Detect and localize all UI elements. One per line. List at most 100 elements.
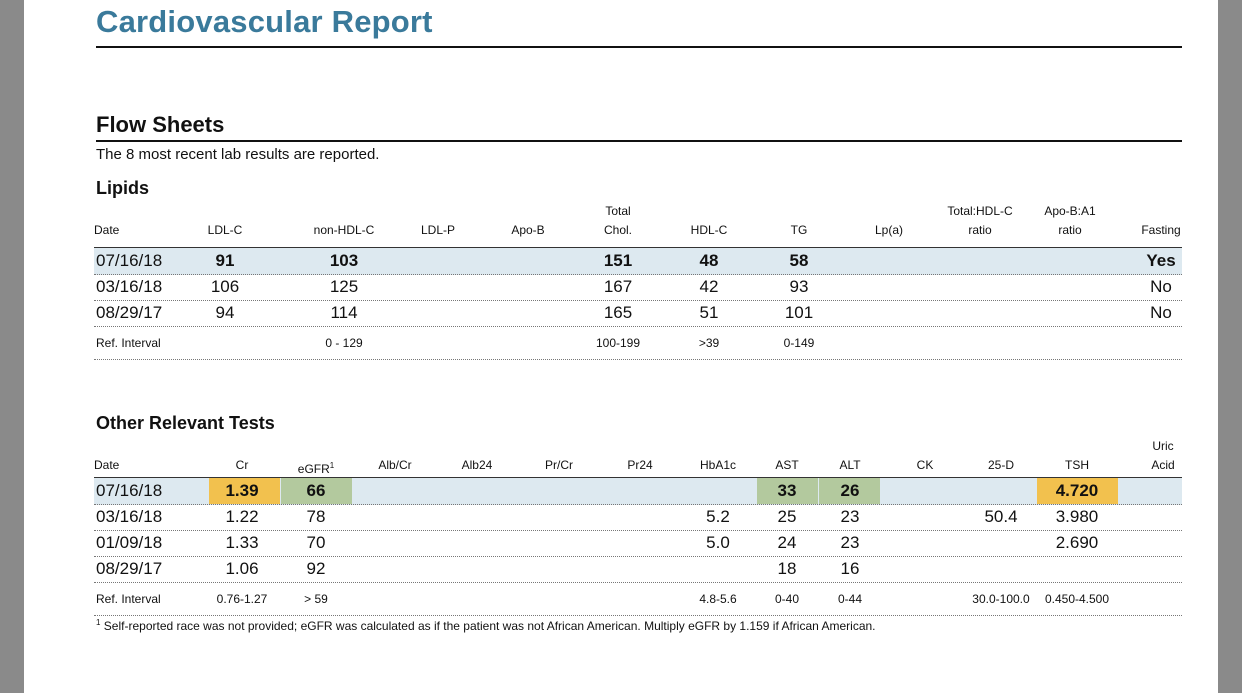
- value-cell: [1032, 556, 1122, 582]
- column-header: Alb/Cr: [345, 437, 445, 475]
- column-header-line2: eGFR1: [266, 456, 366, 479]
- column-header-label: Alb/Cr: [378, 458, 412, 472]
- value-cell: [844, 248, 934, 274]
- column-header: HbA1c: [668, 437, 768, 475]
- column-header: ALT: [800, 437, 900, 475]
- value-cell: 1.06: [225, 559, 259, 578]
- column-header-line2: Date: [94, 221, 194, 240]
- table-row: 03/16/18 106 125 167 42 93 No: [94, 274, 1182, 301]
- value-cell: 70: [306, 533, 326, 552]
- column-header-line2: Pr/Cr: [509, 456, 609, 475]
- value-cell: [432, 556, 522, 582]
- column-header: Fasting: [1111, 202, 1211, 240]
- table-row: 08/29/17 94 114 165 51 101 No: [94, 300, 1182, 327]
- column-header-line2: Fasting: [1111, 221, 1211, 240]
- footnote-marker: 1: [96, 618, 101, 627]
- value-cell: [1025, 300, 1115, 326]
- value-cell: 24: [777, 533, 797, 552]
- value-cell: 33: [777, 481, 797, 500]
- column-header-label: eGFR: [297, 462, 330, 476]
- column-header-line2: TSH: [1027, 456, 1127, 475]
- footnote: 1 Self-reported race was not provided; e…: [96, 618, 876, 633]
- value-cell: [483, 248, 573, 274]
- value-cell: 2.690: [1055, 533, 1099, 552]
- header-rule: [94, 247, 1182, 248]
- column-header: HDL-C: [659, 202, 759, 240]
- value-cell: [514, 478, 604, 504]
- column-header: LDL-P: [388, 202, 488, 240]
- column-header: Pr24: [590, 437, 690, 475]
- column-header-line2: LDL-C: [175, 221, 275, 240]
- column-header-line1: [175, 202, 275, 221]
- date-cell: 03/16/18: [96, 507, 163, 526]
- value-cell: [432, 478, 522, 504]
- value-cell: [935, 248, 1025, 274]
- column-header: Date: [94, 437, 194, 475]
- value-cell: 50.4: [984, 507, 1018, 526]
- column-header-line1: [1111, 202, 1211, 221]
- date-cell: 07/16/18: [96, 251, 163, 270]
- report-title: Cardiovascular Report: [96, 4, 433, 39]
- column-header-line2: HbA1c: [668, 456, 768, 475]
- column-header-label: TSH: [1065, 458, 1089, 472]
- date-cell: 08/29/17: [96, 303, 163, 322]
- value-cell: 93: [789, 277, 809, 296]
- column-header-label: LDL-C: [207, 223, 243, 237]
- value-cell: 16: [840, 559, 860, 578]
- value-cell: 25: [777, 507, 797, 526]
- column-header-line2: Alb24: [427, 456, 527, 475]
- value-cell: No: [1150, 303, 1172, 322]
- reference-value: 100-199: [595, 336, 641, 350]
- value-cell: 165: [603, 303, 633, 322]
- column-header-line2: TG: [749, 221, 849, 240]
- column-header-label: Alb24: [461, 458, 493, 472]
- value-cell: 167: [603, 277, 633, 296]
- column-header-line2: Date: [94, 456, 194, 475]
- value-cell: [350, 556, 440, 582]
- column-header-label: Apo-B: [511, 223, 545, 237]
- value-cell: [935, 274, 1025, 300]
- column-header-line1: Apo-B:A1: [1044, 204, 1096, 218]
- column-header-label: Date: [94, 223, 120, 237]
- value-cell: 48: [699, 251, 719, 270]
- column-header-label: LDL-P: [420, 223, 455, 237]
- value-cell: [350, 530, 440, 556]
- reference-interval-row: Ref. Interval 0.76-1.27 > 59 4.8-5.6 0-40 0-4…: [94, 583, 1182, 616]
- flow-description: The 8 most recent lab results are report…: [96, 146, 380, 163]
- date-cell: 08/29/17: [96, 559, 163, 578]
- value-cell: 5.0: [706, 533, 730, 552]
- column-header-label: ratio: [968, 223, 992, 237]
- reference-value: 4.8-5.6: [699, 592, 737, 606]
- column-header-label: non-HDL-C: [313, 223, 375, 237]
- value-cell: [1025, 248, 1115, 274]
- value-cell: 91: [215, 251, 235, 270]
- date-cell: 07/16/18: [96, 481, 163, 500]
- column-header-line2: non-HDL-C: [294, 221, 394, 240]
- column-header-label: AST: [775, 458, 799, 472]
- value-cell: 3.980: [1055, 507, 1099, 526]
- value-cell: [393, 300, 483, 326]
- value-cell: 23: [840, 533, 860, 552]
- value-cell: 151: [603, 251, 633, 270]
- lipids-heading: Lipids: [96, 178, 149, 198]
- value-cell: 92: [306, 559, 326, 578]
- column-header: Pr/Cr: [509, 437, 609, 475]
- column-header-line2: Cr: [192, 456, 292, 475]
- column-header: CK: [875, 437, 975, 475]
- value-cell: [1118, 530, 1208, 556]
- value-cell: [514, 530, 604, 556]
- value-cell: 101: [784, 303, 814, 322]
- footnote-text: Self-reported race was not provided; eGF…: [103, 619, 876, 633]
- column-header-line2: Lp(a): [839, 221, 939, 240]
- reference-value: 0-149: [783, 336, 815, 350]
- column-header: Total:HDL-C ratio: [930, 202, 1030, 240]
- value-cell: [844, 274, 934, 300]
- column-header: Alb24: [427, 437, 527, 475]
- value-cell: 42: [699, 277, 719, 296]
- column-header-label: Acid: [1151, 458, 1175, 472]
- column-header: Cr: [192, 437, 292, 475]
- value-cell: [844, 300, 934, 326]
- column-header-line1: [478, 202, 578, 221]
- column-header-label: 25-D: [987, 458, 1014, 472]
- value-cell: 125: [329, 277, 359, 296]
